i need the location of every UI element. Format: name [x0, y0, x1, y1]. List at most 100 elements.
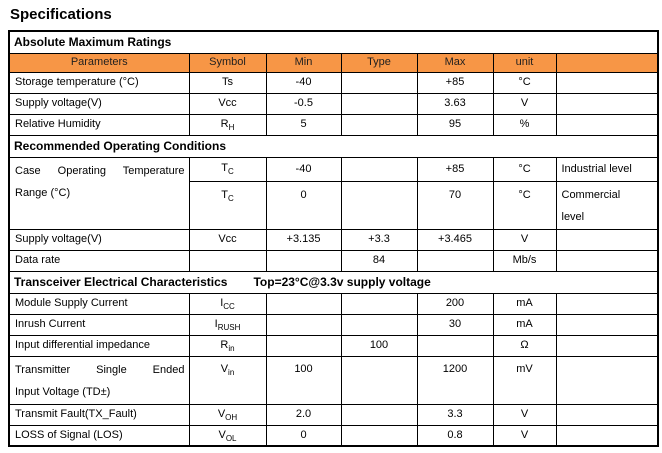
- symbol-cell: Vin: [188, 355, 267, 405]
- param-cell: Module Supply Current: [8, 292, 190, 315]
- note-cell: [555, 334, 659, 357]
- note-cell: [555, 71, 659, 94]
- max-cell: [416, 249, 494, 272]
- row-supply-voltage-abs: Supply voltage(V) Vcc -0.5 3.63 V: [8, 92, 659, 115]
- min-cell: -0.5: [265, 92, 342, 115]
- min-cell: 2.0: [265, 403, 342, 426]
- unit-cell: mV: [492, 355, 557, 405]
- row-transmitter-input-voltage: Transmitter Single Ended Input Voltage (…: [8, 355, 659, 405]
- symbol-cell: TC: [188, 156, 267, 182]
- unit-cell: °C: [492, 180, 557, 230]
- param-line-1: Transmitter Single Ended: [15, 363, 185, 376]
- row-module-supply-current: Module Supply Current ICC 200 mA: [8, 292, 659, 315]
- param-line-2: Range (°C): [15, 186, 71, 199]
- note-cell: [555, 228, 659, 251]
- min-cell: 100: [265, 355, 342, 405]
- unit-cell: V: [492, 424, 557, 447]
- min-cell: -40: [265, 71, 342, 94]
- min-cell: 0: [265, 424, 342, 447]
- max-cell: 70: [416, 180, 494, 230]
- note-cell: Commercial level: [555, 180, 659, 230]
- param-line-1: Case Operating Temperature: [15, 164, 185, 177]
- param-cell: Input differential impedance: [8, 334, 190, 357]
- type-cell: [340, 71, 418, 94]
- type-cell: [340, 113, 418, 136]
- column-header-parameters: Parameters: [8, 52, 190, 73]
- type-cell: 100: [340, 334, 418, 357]
- max-cell: 3.63: [416, 92, 494, 115]
- column-header-max: Max: [416, 52, 494, 73]
- min-cell: +3.135: [265, 228, 342, 251]
- unit-cell: %: [492, 113, 557, 136]
- min-cell: [265, 292, 342, 315]
- symbol-cell: Vcc: [188, 92, 267, 115]
- max-cell: 1200: [416, 355, 494, 405]
- row-case-temp-industrial: Case Operating Temperature Range (°C) TC…: [8, 156, 659, 230]
- note-cell: [555, 292, 659, 315]
- note-line-2: level: [561, 210, 585, 223]
- unit-cell: Mb/s: [492, 249, 557, 272]
- min-cell: [265, 334, 342, 357]
- param-cell: Inrush Current: [8, 313, 190, 336]
- unit-cell: °C: [492, 156, 557, 182]
- note-cell: [555, 355, 659, 405]
- type-cell: [340, 92, 418, 115]
- unit-cell: V: [492, 228, 557, 251]
- unit-cell: Ω: [492, 334, 557, 357]
- row-transmit-fault: Transmit Fault(TX_Fault) VOH 2.0 3.3 V: [8, 403, 659, 426]
- unit-cell: °C: [492, 71, 557, 94]
- symbol-cell: VOL: [188, 424, 267, 447]
- param-cell: LOSS of Signal (LOS): [8, 424, 190, 447]
- note-line-1: Commercial: [561, 188, 621, 201]
- param-cell: Supply voltage(V): [8, 228, 190, 251]
- row-inrush-current: Inrush Current IRUSH 30 mA: [8, 313, 659, 336]
- max-cell: +85: [416, 156, 494, 182]
- section-row-transceiver-electrical-characteristics: Transceiver Electrical Characteristics To…: [8, 270, 659, 294]
- param-line-2: Input Voltage (TD±): [15, 385, 111, 398]
- column-header-type: Type: [340, 52, 418, 73]
- unit-cell: V: [492, 92, 557, 115]
- section-row-absolute-maximum-ratings: Absolute Maximum Ratings: [8, 30, 659, 54]
- symbol-cell: [188, 249, 267, 272]
- note-cell: [555, 424, 659, 447]
- symbol-cell: Rin: [188, 334, 267, 357]
- symbol-cell: VOH: [188, 403, 267, 426]
- section-title-absolute-maximum-ratings: Absolute Maximum Ratings: [8, 30, 659, 54]
- max-cell: 200: [416, 292, 494, 315]
- min-cell: 0: [265, 180, 342, 230]
- symbol-cell: ICC: [188, 292, 267, 315]
- symbol-cell: RH: [188, 113, 267, 136]
- section-title-recommended-operating-conditions: Recommended Operating Conditions: [8, 134, 659, 158]
- note-cell: [555, 313, 659, 336]
- column-header-unit: unit: [492, 52, 557, 73]
- section-condition-text: Top=23°C@3.3v supply voltage: [253, 274, 431, 289]
- max-cell: 95: [416, 113, 494, 136]
- row-storage-temperature: Storage temperature (°C) Ts -40 +85 °C: [8, 71, 659, 94]
- symbol-cell: Vcc: [188, 228, 267, 251]
- row-supply-voltage-rec: Supply voltage(V) Vcc +3.135 +3.3 +3.465…: [8, 228, 659, 251]
- section-title-text: Transceiver Electrical Characteristics: [14, 274, 228, 289]
- max-cell: 30: [416, 313, 494, 336]
- param-cell: Data rate: [8, 249, 190, 272]
- type-cell: [340, 313, 418, 336]
- param-cell: Transmit Fault(TX_Fault): [8, 403, 190, 426]
- column-header-symbol: Symbol: [188, 52, 267, 73]
- unit-cell: mA: [492, 313, 557, 336]
- param-cell: Relative Humidity: [8, 113, 190, 136]
- min-cell: 5: [265, 113, 342, 136]
- max-cell: +3.465: [416, 228, 494, 251]
- section-title-transceiver: Transceiver Electrical Characteristics To…: [8, 270, 659, 294]
- note-cell: [555, 92, 659, 115]
- section-row-recommended-operating-conditions: Recommended Operating Conditions: [8, 134, 659, 158]
- type-cell: [340, 355, 418, 405]
- specifications-table: Absolute Maximum Ratings Parameters Symb…: [8, 30, 660, 447]
- symbol-cell: IRUSH: [188, 313, 267, 336]
- min-cell: [265, 249, 342, 272]
- note-cell: [555, 403, 659, 426]
- symbol-cell: TC: [188, 180, 267, 230]
- max-cell: [416, 334, 494, 357]
- type-cell: 84: [340, 249, 418, 272]
- max-cell: 3.3: [416, 403, 494, 426]
- column-header-note: [555, 52, 659, 73]
- param-cell-case-temp: Case Operating Temperature Range (°C): [8, 156, 190, 230]
